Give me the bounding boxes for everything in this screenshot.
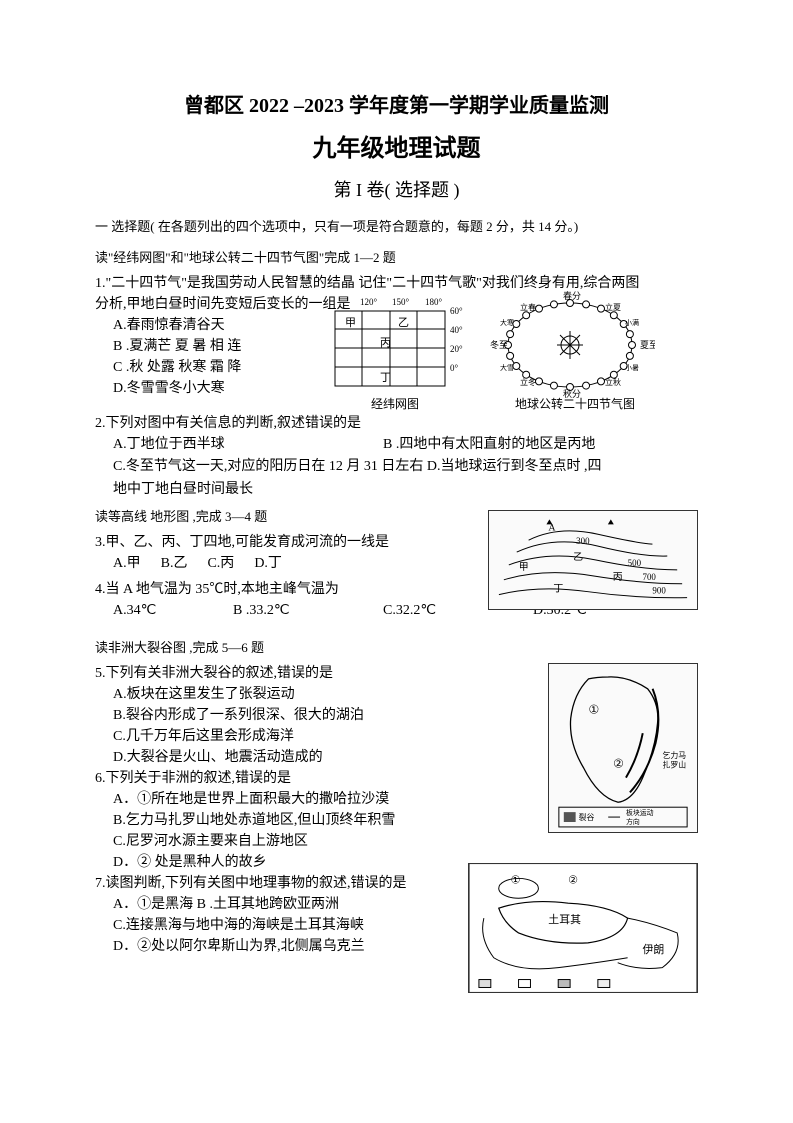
reading-note-3: 读非洲大裂谷图 ,完成 5—6 题 bbox=[95, 638, 698, 659]
svg-text:丙: 丙 bbox=[380, 337, 391, 349]
svg-text:丁: 丁 bbox=[380, 372, 391, 384]
q7-stem: 7.读图判断,下列有关图中地理事物的叙述,错误的是 bbox=[95, 873, 455, 894]
svg-text:小暑: 小暑 bbox=[625, 363, 639, 372]
section-title: 第 I 卷( 选择题 ) bbox=[95, 176, 698, 205]
figure-grid-caption: 经纬网图 bbox=[345, 395, 445, 414]
svg-text:冬至: 冬至 bbox=[490, 339, 508, 350]
q1-block: 1."二十四节气"是我国劳动人民智慧的结晶 记住"二十四节气歌"对我们终身有用,… bbox=[95, 273, 698, 403]
svg-text:立夏: 立夏 bbox=[605, 302, 621, 312]
svg-text:春分: 春分 bbox=[563, 290, 581, 301]
svg-text:20°: 20° bbox=[450, 344, 463, 354]
q2-options: A.丁地位于西半球 B .四地中有太阳直射的地区是丙地 C.冬至节气这一天,对应… bbox=[113, 434, 698, 501]
svg-text:板块运动: 板块运动 bbox=[626, 808, 654, 817]
svg-text:夏至: 夏至 bbox=[640, 340, 655, 350]
svg-text:40°: 40° bbox=[450, 325, 463, 335]
q5-q6-block: 5.下列有关非洲大裂谷的叙述,错误的是 A.板块在这里发生了张裂运动 B.裂谷内… bbox=[95, 663, 698, 873]
svg-text:120°: 120° bbox=[360, 297, 378, 307]
svg-text:①: ① bbox=[511, 874, 521, 886]
figure-africa: ① ② 乞力马 扎罗山 裂谷 板块运动 方向 bbox=[548, 663, 698, 833]
svg-text:60°: 60° bbox=[450, 306, 463, 316]
q2-option-a: A.丁地位于西半球 bbox=[113, 434, 343, 456]
svg-text:②: ② bbox=[613, 756, 624, 770]
q2-block: 2.下列对图中有关信息的判断,叙述错误的是 A.丁地位于西半球 B .四地中有太… bbox=[95, 413, 698, 501]
q7-option-d: D．②处以阿尔卑斯山为界,北侧属乌克兰 bbox=[113, 936, 473, 957]
svg-text:丁: 丁 bbox=[553, 583, 563, 594]
svg-text:大寒: 大寒 bbox=[500, 318, 514, 327]
q2-option-c: C.冬至节气这一天,对应的阳历日在 12 月 31 日左右 D.当地球运行到冬至… bbox=[113, 456, 698, 478]
q4-option-a: A.34℃ bbox=[113, 600, 233, 622]
q4-option-b: B .33.2℃ bbox=[233, 600, 383, 622]
svg-text:乞力马: 乞力马 bbox=[662, 749, 686, 759]
q7-block: 7.读图判断,下列有关图中地理事物的叙述,错误的是 A．①是黑海 B .土耳其地… bbox=[95, 873, 698, 1003]
figure-contour: A 300 500 700 900 甲 乙 丙 丁 bbox=[488, 510, 698, 610]
q2-option-c2: 地中丁地白昼时间最长 bbox=[113, 479, 698, 501]
q7-option-c: C.连接黑海与地中海的海峡是土耳其海峡 bbox=[113, 915, 473, 936]
svg-text:扎罗山: 扎罗山 bbox=[662, 759, 686, 769]
q3-option-a: A.甲 bbox=[113, 553, 141, 575]
q3-option-b: B.乙 bbox=[161, 553, 188, 575]
svg-text:900: 900 bbox=[652, 585, 666, 595]
q7-options: A．①是黑海 B .土耳其地跨欧亚两洲 C.连接黑海与地中海的海峡是土耳其海峡 … bbox=[113, 894, 473, 957]
svg-text:②: ② bbox=[568, 874, 578, 886]
q3-option-c: C.丙 bbox=[207, 553, 234, 575]
svg-text:500: 500 bbox=[628, 558, 642, 568]
svg-text:立秋: 立秋 bbox=[605, 377, 621, 387]
svg-text:甲: 甲 bbox=[345, 317, 356, 329]
section-instruction: 一 选择题( 在各题列出的四个选项中，只有一项是符合题意的，每题 2 分，共 1… bbox=[95, 217, 698, 238]
q3-option-d: D.丁 bbox=[254, 553, 282, 575]
svg-text:甲: 甲 bbox=[519, 562, 529, 573]
svg-text:180°: 180° bbox=[425, 297, 443, 307]
svg-text:乙: 乙 bbox=[398, 316, 409, 329]
q2-stem: 2.下列对图中有关信息的判断,叙述错误的是 bbox=[95, 413, 698, 434]
q7-option-ab: A．①是黑海 B .土耳其地跨欧亚两洲 bbox=[113, 894, 473, 915]
reading-note-1: 读"经纬网图"和"地球公转二十四节气图"完成 1—2 题 bbox=[95, 248, 698, 269]
figure-solar-caption: 地球公转二十四节气图 bbox=[495, 395, 655, 414]
figure-turkey: ① ② 土耳其 伊朗 A B C D bbox=[468, 863, 698, 993]
svg-text:土耳其: 土耳其 bbox=[548, 913, 581, 926]
svg-text:0°: 0° bbox=[450, 363, 459, 373]
svg-text:①: ① bbox=[588, 702, 599, 716]
svg-text:700: 700 bbox=[643, 572, 657, 582]
q3-block: 3.甲、乙、丙、丁四地,可能发育成河流的一线是 A.甲 B.乙 C.丙 D.丁 … bbox=[95, 532, 698, 632]
svg-text:立冬: 立冬 bbox=[520, 377, 536, 387]
svg-text:丙: 丙 bbox=[613, 572, 623, 583]
svg-text:立春: 立春 bbox=[520, 302, 536, 312]
q3-stem: 3.甲、乙、丙、丁四地,可能发育成河流的一线是 bbox=[95, 532, 455, 553]
svg-text:乙: 乙 bbox=[573, 551, 583, 563]
figure-grid: 120° 150° 180° 60° 40° 20° 0° 甲 乙 丙 丁 bbox=[320, 291, 470, 401]
svg-text:小满: 小满 bbox=[625, 318, 639, 327]
title-main: 曾都区 2022 –2023 学年度第一学期学业质量监测 bbox=[95, 90, 698, 122]
svg-text:300: 300 bbox=[576, 536, 590, 546]
title-sub: 九年级地理试题 bbox=[95, 130, 698, 168]
svg-text:大雪: 大雪 bbox=[500, 363, 514, 372]
figure-solar-terms: 冬至 夏至 春分 秋分 立春 立夏 立秋 立冬 大寒 大雪 小满 小暑 bbox=[485, 285, 655, 405]
svg-text:方向: 方向 bbox=[626, 817, 640, 826]
svg-text:裂谷: 裂谷 bbox=[579, 812, 595, 822]
svg-text:伊朗: 伊朗 bbox=[642, 942, 664, 955]
q2-option-b: B .四地中有太阳直射的地区是丙地 bbox=[383, 434, 595, 456]
q6-option-c: C.尼罗河水源主要来自上游地区 bbox=[113, 831, 698, 852]
svg-text:150°: 150° bbox=[392, 297, 410, 307]
